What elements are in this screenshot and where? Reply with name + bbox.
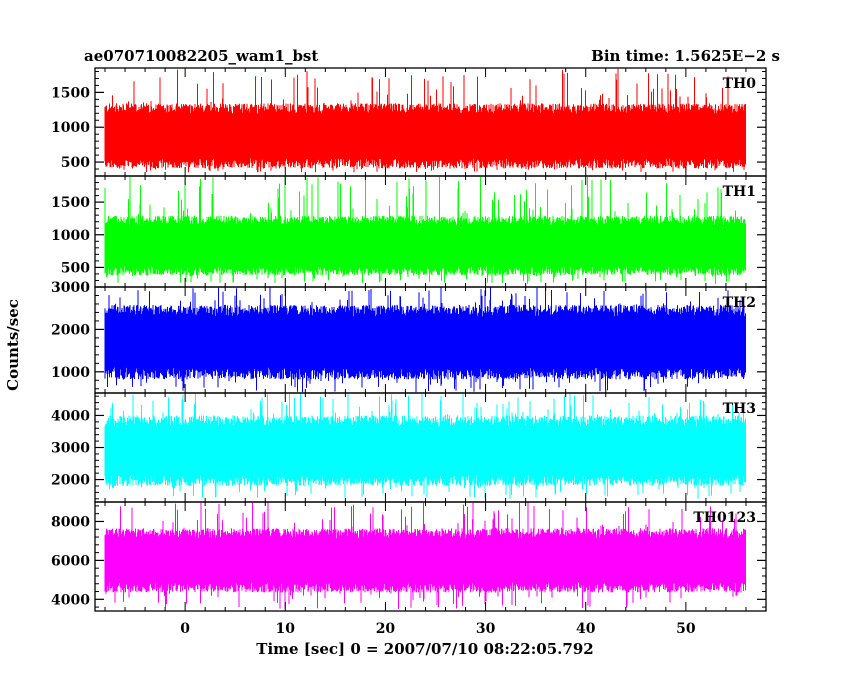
x-tick-label: 30 xyxy=(476,621,496,637)
y-tick-label: 2000 xyxy=(51,322,90,338)
y-tick-label: 8000 xyxy=(51,514,90,530)
y-tick-label: 4000 xyxy=(51,592,90,608)
y-tick-label: 1500 xyxy=(51,85,90,101)
series-label-th3: TH3 xyxy=(723,401,756,417)
series-line-th2 xyxy=(104,287,746,392)
panel-frame xyxy=(94,501,767,612)
bin-time-label: Bin time: 1.5625E−2 s xyxy=(591,47,780,65)
series-line-th0 xyxy=(104,68,746,173)
y-tick-label: 1000 xyxy=(51,365,90,381)
x-tick-label: 20 xyxy=(376,621,396,637)
y-tick-label: 6000 xyxy=(51,553,90,569)
x-tick-label: 40 xyxy=(576,621,596,637)
y-tick-label: 1000 xyxy=(51,120,90,136)
series-label-th0123: TH0123 xyxy=(693,510,756,526)
series-line-th1 xyxy=(104,176,746,284)
series-label-th0: TH0 xyxy=(723,76,757,92)
y-tick-label: 500 xyxy=(61,155,90,171)
y-tick-label: 1000 xyxy=(51,228,90,244)
panel-th0123: 4000 6000 8000 TH0123 xyxy=(51,501,767,612)
y-tick-label: 4000 xyxy=(51,408,90,424)
y-tick-label: 3000 xyxy=(51,441,90,457)
panel-th1: 500 1000 1500 TH1 xyxy=(51,175,767,288)
x-tick-label: 50 xyxy=(676,621,696,637)
panel-th0: 500 1000 1500 TH0 xyxy=(51,67,767,177)
x-tick-label: 10 xyxy=(276,621,296,637)
series-line-th0123 xyxy=(104,502,746,609)
chart-title: ae070710082205_wam1_bst xyxy=(84,47,318,65)
x-tick-label: 0 xyxy=(180,621,190,637)
series-label-th2: TH2 xyxy=(723,295,756,311)
series-label-th1: TH1 xyxy=(723,184,756,200)
y-tick-label: 500 xyxy=(61,260,90,276)
panels-group: 50010001500TH050010001500TH1100020003000… xyxy=(51,67,767,637)
x-axis-title: Time [sec] 0 = 2007/07/10 08:22:05.792 xyxy=(256,640,593,658)
y-axis-title: Counts/sec xyxy=(4,299,22,391)
series-line-th3 xyxy=(104,393,746,499)
y-tick-label: 1500 xyxy=(51,195,90,211)
panel-th2: 1000 2000 3000 TH2 xyxy=(51,280,767,394)
panel-th3: 2000 3000 4000 TH3 xyxy=(51,392,767,503)
y-tick-label: 2000 xyxy=(51,473,90,489)
y-tick-label: 3000 xyxy=(51,280,90,296)
